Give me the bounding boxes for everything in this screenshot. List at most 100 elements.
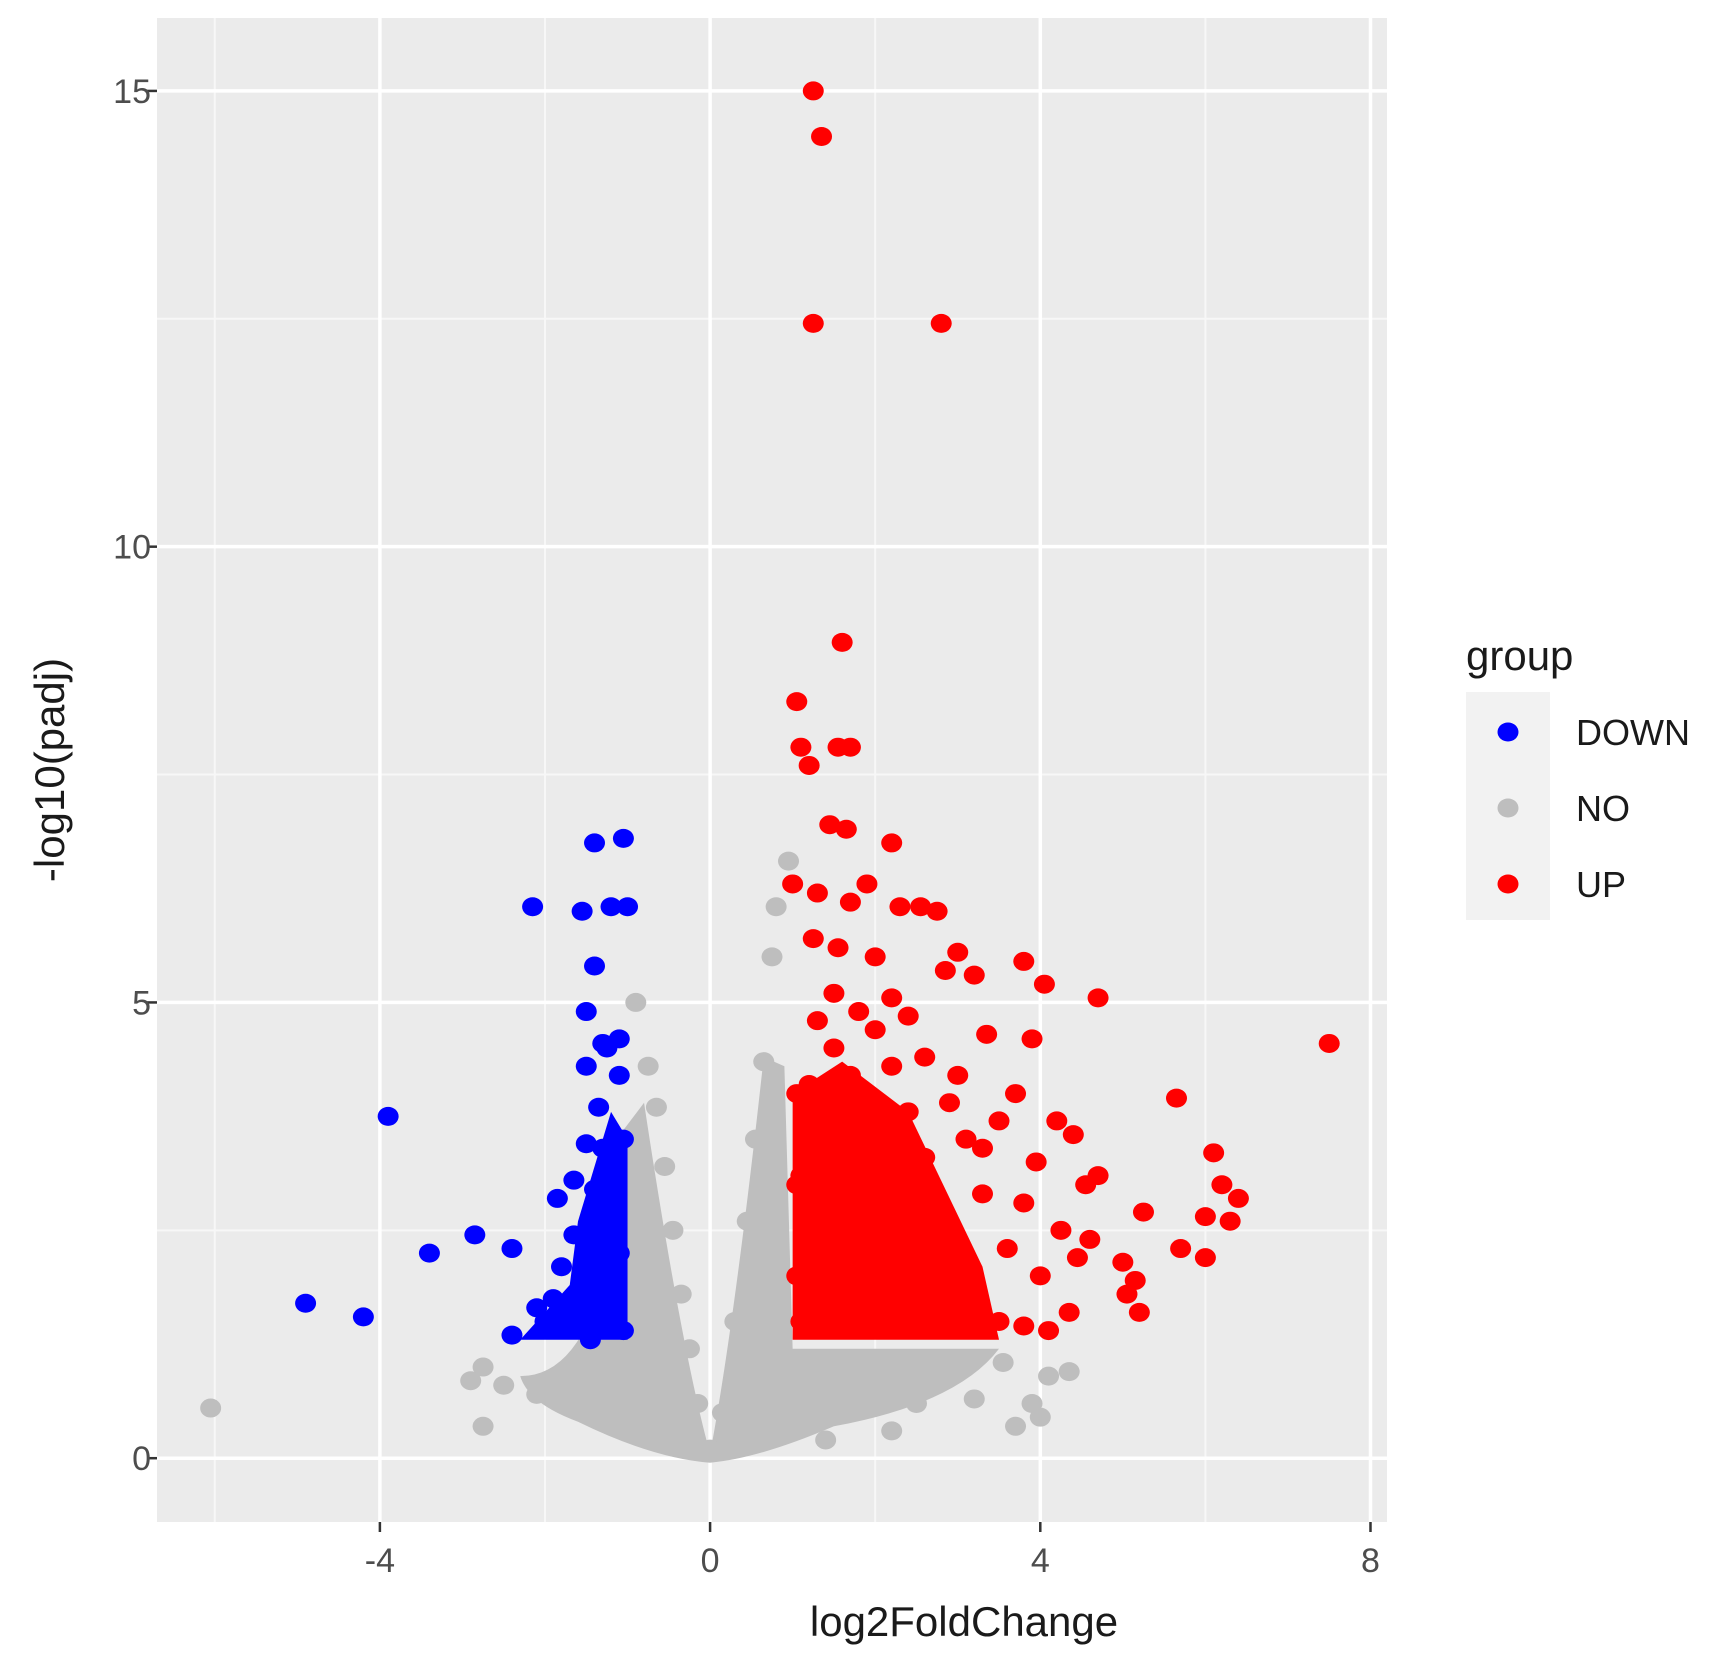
point-no <box>963 1389 985 1409</box>
point-up <box>786 1266 808 1286</box>
point-down <box>588 1266 610 1286</box>
point-down <box>501 1239 523 1259</box>
point-down <box>612 1321 634 1341</box>
point-up <box>947 942 969 962</box>
point-up <box>881 1056 903 1076</box>
point-up <box>1087 988 1109 1008</box>
point-up <box>1128 1302 1150 1322</box>
point-up <box>872 1266 894 1286</box>
y-tick-label: 0 <box>132 1440 151 1478</box>
point-down <box>596 1307 618 1327</box>
point-no <box>654 1157 676 1177</box>
point-up <box>947 1065 969 1085</box>
point-up <box>1219 1211 1241 1231</box>
point-up <box>839 1065 861 1085</box>
point-up <box>1038 1321 1060 1341</box>
point-up <box>1058 1302 1080 1322</box>
point-up <box>782 874 804 894</box>
point-down <box>612 828 634 848</box>
point-up <box>996 1239 1018 1259</box>
legend-label-up: UP <box>1576 864 1626 905</box>
point-up <box>872 1157 894 1177</box>
point-up <box>897 1102 919 1122</box>
point-up <box>1062 1125 1084 1145</box>
point-no <box>848 1384 870 1404</box>
point-up <box>1025 1152 1047 1172</box>
point-up <box>934 961 956 981</box>
point-no <box>1038 1366 1060 1386</box>
point-up <box>1033 974 1055 994</box>
point-up <box>835 819 857 839</box>
point-up <box>881 833 903 853</box>
point-no <box>662 1220 684 1240</box>
point-up <box>1075 1175 1097 1195</box>
point-up <box>848 1111 870 1131</box>
point-up <box>790 1311 812 1331</box>
point-down <box>377 1106 399 1126</box>
point-no <box>724 1311 746 1331</box>
point-down <box>617 897 639 917</box>
point-down <box>579 1330 601 1350</box>
point-no <box>992 1352 1014 1372</box>
point-down <box>575 1134 597 1154</box>
point-up <box>988 1311 1010 1331</box>
point-up <box>938 1093 960 1113</box>
point-down <box>575 1056 597 1076</box>
point-down <box>592 1138 614 1158</box>
point-up <box>914 1047 936 1067</box>
point-no <box>678 1339 700 1359</box>
point-no <box>744 1129 766 1149</box>
point-up <box>1066 1248 1088 1268</box>
point-up <box>1050 1220 1072 1240</box>
point-up <box>972 1138 994 1158</box>
point-no <box>1029 1407 1051 1427</box>
point-up <box>811 126 833 146</box>
point-down <box>612 1129 634 1149</box>
point-no <box>699 1439 721 1459</box>
point-down <box>559 1311 581 1331</box>
legend-label-down: DOWN <box>1576 712 1690 753</box>
point-up <box>848 1193 870 1213</box>
point-up <box>1013 1316 1035 1336</box>
point-up <box>1112 1252 1134 1272</box>
point-no <box>526 1384 548 1404</box>
point-up <box>1203 1143 1225 1163</box>
y-tick-label: 10 <box>113 529 151 567</box>
point-up <box>1021 1029 1043 1049</box>
point-no <box>637 1056 659 1076</box>
point-up <box>856 874 878 894</box>
point-up <box>1211 1175 1233 1195</box>
point-up <box>914 1257 936 1277</box>
point-up <box>930 313 952 333</box>
point-down <box>352 1307 374 1327</box>
point-down <box>295 1293 317 1313</box>
point-no <box>711 1403 733 1423</box>
point-down <box>608 1243 630 1263</box>
legend-key-down <box>1497 722 1519 742</box>
legend-key-no <box>1497 798 1519 818</box>
point-down <box>464 1225 486 1245</box>
point-up <box>1165 1088 1187 1108</box>
point-up <box>889 1211 911 1231</box>
point-up <box>839 737 861 757</box>
point-no <box>736 1211 758 1231</box>
point-up <box>988 1111 1010 1131</box>
point-up <box>827 938 849 958</box>
point-up <box>1132 1202 1154 1222</box>
point-up <box>848 1002 870 1022</box>
point-up <box>1194 1207 1216 1227</box>
point-up <box>1013 951 1035 971</box>
point-up <box>823 1311 845 1331</box>
point-no <box>765 897 787 917</box>
point-up <box>806 1011 828 1031</box>
point-up <box>910 897 932 917</box>
point-up <box>947 1311 969 1331</box>
legend: group DOWN NO UP <box>1466 632 1690 920</box>
x-tick-label: 4 <box>1031 1542 1050 1580</box>
point-down <box>584 956 606 976</box>
point-down <box>588 1097 610 1117</box>
point-up <box>1005 1084 1027 1104</box>
point-up <box>926 901 948 921</box>
y-tick-label: 15 <box>113 73 151 111</box>
point-up <box>819 815 841 835</box>
